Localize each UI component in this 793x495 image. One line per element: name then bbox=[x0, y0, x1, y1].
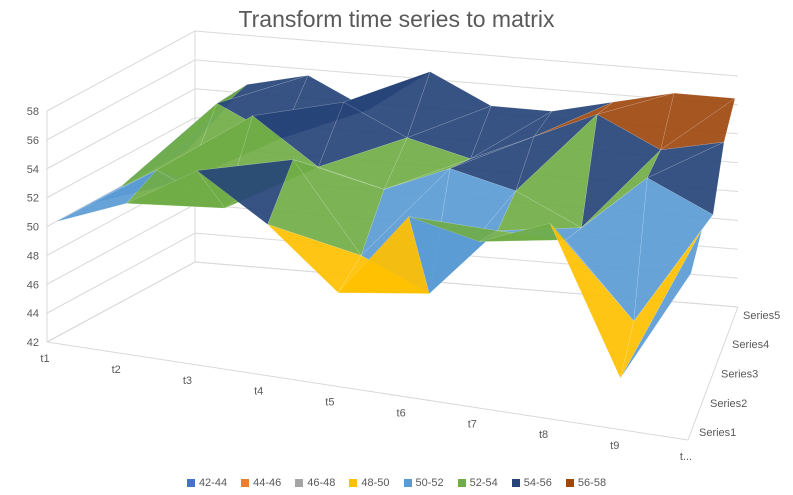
axis-ticks: 42 44 46 48 50 52 54 56 58 t1 t2 t3 t4 t5 t6 t7 t8 t9 t...… bbox=[27, 106, 781, 463]
surface-facet bbox=[515, 113, 598, 229]
surface-plot bbox=[55, 71, 736, 379]
surface-facet bbox=[317, 137, 408, 190]
surface-facet bbox=[646, 141, 725, 179]
surface-chart: 42 44 46 48 50 52 54 56 58 t1 t2 t3 t4 t5 t6 t7 t8 t9 t...… bbox=[27, 30, 781, 463]
legend-item: 42-44 bbox=[186, 477, 228, 489]
legend-swatch bbox=[295, 479, 304, 487]
legend-item: 44-46 bbox=[241, 477, 281, 489]
legend-swatch bbox=[511, 479, 520, 487]
series-label: Series3 bbox=[721, 369, 758, 381]
x-tick-label: t1 bbox=[40, 353, 49, 365]
surface-facet bbox=[479, 223, 567, 242]
z-tick-label: 44 bbox=[27, 308, 39, 320]
legend-label: 52-54 bbox=[469, 477, 498, 489]
surface-facet bbox=[343, 71, 431, 139]
surface-facet bbox=[549, 223, 635, 379]
z-tick-label: 56 bbox=[27, 135, 39, 147]
surface-facet bbox=[565, 177, 648, 322]
legend-label: 42-44 bbox=[198, 477, 228, 489]
z-tick-label: 58 bbox=[27, 106, 39, 118]
x-tick-label: t2 bbox=[112, 364, 121, 376]
series-label: Series2 bbox=[710, 398, 747, 410]
legend-swatch bbox=[565, 479, 574, 487]
legend-swatch bbox=[241, 479, 250, 487]
legend-item: 56-58 bbox=[565, 477, 607, 489]
legend-swatch bbox=[349, 479, 358, 487]
z-tick-label: 52 bbox=[27, 193, 39, 205]
legend-label: 50-52 bbox=[415, 477, 444, 489]
legend-label: 44-46 bbox=[253, 477, 282, 489]
legend-label: 46-48 bbox=[307, 477, 336, 489]
legend-item: 46-48 bbox=[295, 477, 335, 489]
surface-facet bbox=[196, 159, 294, 225]
series-label: Series4 bbox=[732, 339, 769, 351]
x-tick-label: t6 bbox=[397, 407, 406, 419]
surface-facet bbox=[660, 92, 736, 151]
surface-facet bbox=[267, 224, 362, 294]
x-tick-label: t7 bbox=[468, 418, 477, 430]
legend-label: 48-50 bbox=[361, 477, 390, 489]
surface-facet bbox=[251, 101, 345, 168]
axis-line bbox=[46, 261, 196, 343]
series-label: Series1 bbox=[699, 427, 736, 439]
z-tick-label: 48 bbox=[27, 250, 39, 262]
legend-swatch bbox=[457, 479, 466, 487]
z-tick-label: 46 bbox=[27, 279, 39, 291]
z-tick-label: 42 bbox=[27, 337, 39, 349]
x-tick-label: t8 bbox=[539, 429, 548, 441]
legend-swatch bbox=[403, 479, 412, 487]
legend-item: 48-50 bbox=[349, 477, 390, 489]
z-tick-label: 54 bbox=[27, 164, 39, 176]
z-tick-label: 50 bbox=[27, 222, 39, 234]
axis-line bbox=[46, 341, 689, 441]
legend-swatch bbox=[186, 479, 195, 487]
series-label: Series5 bbox=[743, 310, 780, 322]
x-tick-label: t3 bbox=[183, 375, 192, 387]
surface-facet bbox=[55, 169, 157, 222]
surface-facet bbox=[620, 229, 703, 379]
surface-facet bbox=[581, 114, 662, 229]
legend-item: 52-54 bbox=[457, 477, 498, 489]
chart-title: Transform time series to matrix bbox=[238, 6, 555, 32]
x-tick-label: t... bbox=[680, 451, 692, 463]
legend: 42-44 44-46 46-48 48-50 50-52 52-54 54-56 56-58 bbox=[0, 477, 793, 489]
axis-line bbox=[687, 306, 739, 441]
surface-facet bbox=[408, 216, 499, 242]
legend-label: 54-56 bbox=[523, 477, 552, 489]
x-tick-label: t4 bbox=[254, 386, 263, 398]
surface-facet bbox=[596, 92, 675, 151]
x-tick-label: t9 bbox=[610, 440, 619, 452]
x-tick-label: t5 bbox=[325, 397, 334, 409]
legend-label: 56-58 bbox=[577, 477, 607, 489]
legend-item: 54-56 bbox=[511, 477, 552, 489]
surface-facet bbox=[337, 216, 430, 294]
legend-item: 50-52 bbox=[403, 477, 444, 489]
surface-facet bbox=[126, 170, 226, 209]
